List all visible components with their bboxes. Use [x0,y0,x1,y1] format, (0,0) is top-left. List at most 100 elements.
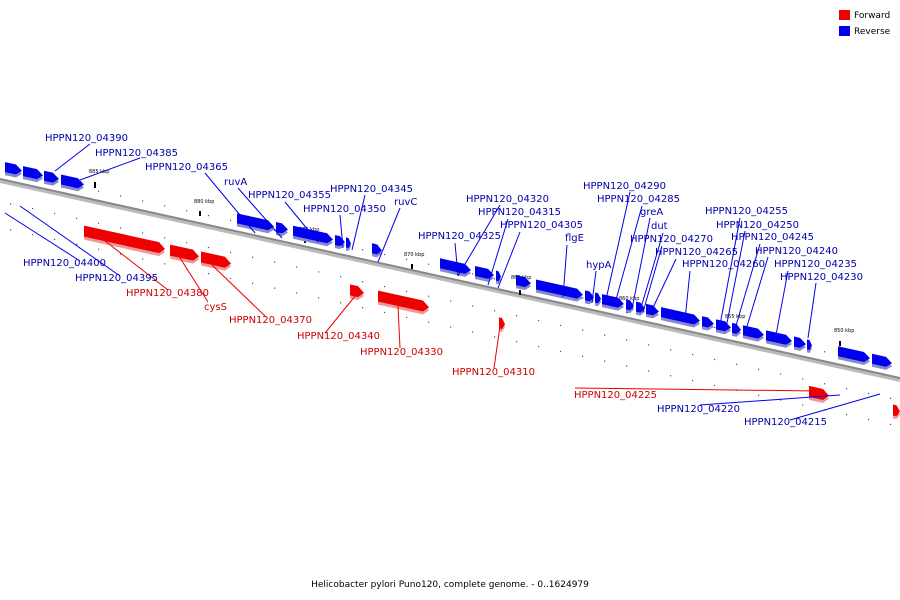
gene-label[interactable]: flgE [565,233,584,244]
gene-label[interactable]: HPPN120_04320 [466,194,549,205]
gene-label[interactable]: HPPN120_04390 [45,133,128,144]
forward-gene-arrow[interactable] [440,258,471,274]
leader-line [562,244,568,298]
forward-gene-arrow[interactable] [5,162,22,175]
forward-gene-arrow[interactable] [702,316,714,328]
gene-label[interactable]: HPPN120_04305 [500,220,583,231]
forward-gene-arrow[interactable] [716,319,731,332]
gene-label[interactable]: HPPN120_04290 [583,181,666,192]
forward-gene-arrow[interactable] [893,404,900,417]
genome-caption: Helicobacter pylori Puno120, complete ge… [311,580,589,590]
gene-label[interactable]: HPPN120_04215 [744,417,827,428]
forward-gene-arrow[interactable] [170,244,199,261]
forward-gene-arrow[interactable] [794,336,806,348]
leader-line [642,245,663,313]
gene-label[interactable]: HPPN120_04220 [657,404,740,415]
gene-track [5,162,900,420]
forward-gene-arrow[interactable] [23,166,43,180]
leader-line [457,204,501,277]
forward-gene-arrow[interactable] [872,353,892,367]
leader-line [4,212,81,262]
forward-gene-arrow[interactable] [807,339,812,350]
leader-line [99,236,169,291]
leader-line [284,201,319,243]
forward-gene-arrow[interactable] [732,322,741,334]
gene-label[interactable]: dut [651,221,668,232]
leader-line [397,305,401,349]
forward-gene-arrow[interactable] [496,270,501,282]
gene-label[interactable]: HPPN120_04325 [418,231,501,242]
leader-line [591,270,597,304]
forward-gene-arrow[interactable] [372,243,382,255]
forward-gene-arrow[interactable] [346,237,351,249]
gene-label[interactable]: HPPN120_04250 [716,220,799,231]
forward-gene-arrow[interactable] [838,346,870,363]
scale-tick-label: 870 kbp [404,252,424,258]
leader-line [631,217,651,310]
gene-label[interactable]: HPPN120_04235 [774,259,857,270]
gene-label[interactable]: HPPN120_04265 [655,247,738,258]
forward-gene-arrow[interactable] [237,213,274,231]
forward-gene-arrow[interactable] [201,251,231,268]
leader-line [497,231,521,289]
forward-gene-arrow[interactable] [499,317,505,329]
gene-label[interactable]: HPPN120_04315 [478,207,561,218]
gene-label[interactable]: HPPN120_04400 [23,258,106,269]
gene-label[interactable]: HPPN120_04255 [705,206,788,217]
forward-gene-arrow[interactable] [61,174,84,189]
forward-gene-arrow[interactable] [378,290,429,312]
gene-label[interactable]: ruvC [394,197,417,208]
gene-label[interactable]: HPPN120_04270 [630,234,713,245]
leader-line [79,157,141,181]
gene-label[interactable]: HPPN120_04370 [229,315,312,326]
gene-label[interactable]: HPPN120_04225 [574,390,657,401]
gene-label[interactable]: HPPN120_04355 [248,190,331,201]
gene-label[interactable]: HPPN120_04330 [360,347,443,358]
forward-gene-arrow[interactable] [602,294,624,308]
forward-gene-arrow[interactable] [661,307,700,325]
leader-line [725,230,746,329]
gene-label[interactable]: HPPN120_04345 [330,184,413,195]
leader-line [324,294,357,334]
leader-line [487,218,509,286]
forward-gene-arrow[interactable] [350,284,364,298]
gene-label[interactable]: hypA [586,260,612,271]
gene-label[interactable]: HPPN120_04350 [303,204,386,215]
forward-gene-arrow[interactable] [516,275,531,288]
leader-line [19,205,121,277]
forward-gene-arrow[interactable] [44,170,59,183]
gene-label[interactable]: HPPN120_04380 [126,288,209,299]
forward-gene-arrow[interactable] [743,325,764,339]
forward-gene-arrow[interactable] [475,266,494,279]
forward-gene-arrow[interactable] [276,222,288,234]
leader-line [719,217,741,326]
leader-line [54,143,91,172]
gene-label[interactable]: HPPN120_04395 [75,273,158,284]
gene-label[interactable]: ruvA [224,177,247,188]
leader-line [649,258,677,315]
leader-line [351,194,366,251]
gene-label[interactable]: HPPN120_04245 [731,232,814,243]
leader-line [339,214,344,249]
gene-label[interactable]: HPPN120_04340 [297,331,380,342]
gene-label[interactable]: HPPN120_04385 [95,148,178,159]
leader-line [204,172,256,234]
forward-gene-arrow[interactable] [536,279,583,299]
forward-gene-arrow[interactable] [766,330,792,345]
gene-label[interactable]: HPPN120_04365 [145,162,228,173]
leader-line [639,232,664,312]
forward-gene-arrow[interactable] [636,301,645,313]
forward-gene-arrow[interactable] [293,225,333,244]
forward-gene-arrow[interactable] [585,290,594,302]
gene-label[interactable]: HPPN120_04260 [682,259,765,270]
forward-gene-arrow[interactable] [84,225,165,254]
gene-label[interactable]: cysS [204,302,227,313]
forward-swatch [839,10,850,20]
gene-label[interactable]: HPPN120_04310 [452,367,535,378]
gene-label[interactable]: HPPN120_04230 [780,272,863,283]
gene-label[interactable]: HPPN120_04285 [597,194,680,205]
gene-label[interactable]: HPPN120_04240 [755,246,838,257]
forward-gene-arrow[interactable] [595,292,601,304]
gene-label[interactable]: greA [640,207,663,218]
